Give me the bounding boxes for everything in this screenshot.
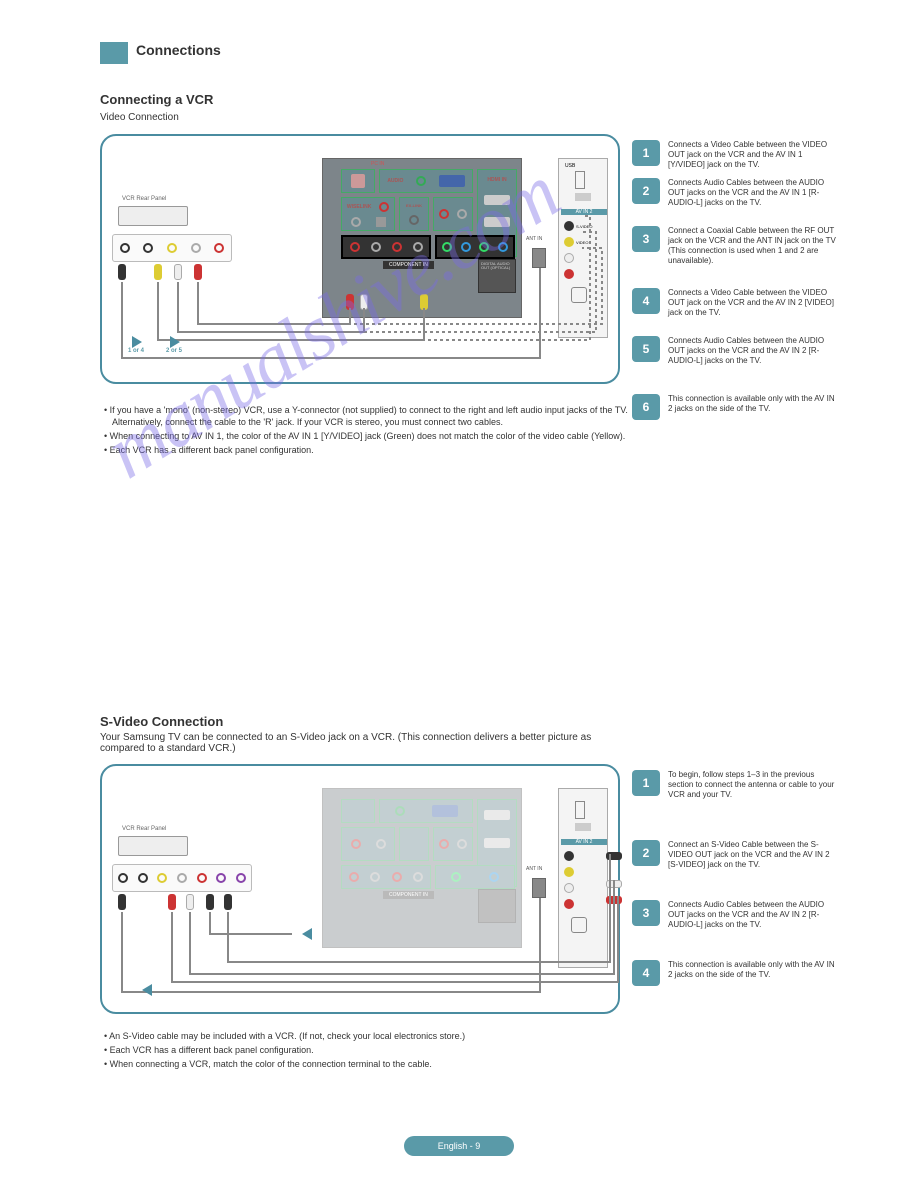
page-number-badge: English - 9	[404, 1136, 514, 1156]
section-1-subtitle: Video Connection	[100, 112, 179, 123]
diagram-2-cables	[102, 766, 622, 1016]
cable-audio-red	[198, 282, 350, 324]
cable-side-r	[198, 248, 602, 324]
cable-side-v	[158, 216, 590, 340]
note: Each VCR has a different back panel conf…	[112, 444, 640, 456]
num2-3-text: Connects Audio Cables between the AUDIO …	[668, 900, 838, 930]
num-5: 5	[632, 336, 660, 362]
cable2-red	[172, 896, 618, 982]
num-4: 4	[632, 288, 660, 314]
num2-4-text: This connection is available only with t…	[668, 960, 838, 980]
page-header: Connections	[136, 42, 221, 58]
cable-coax	[122, 268, 540, 358]
num-3: 3	[632, 226, 660, 252]
callout-arrow-2	[170, 336, 180, 348]
num-6-text: This connection is available only with t…	[668, 394, 838, 414]
num2-2-text: Connect an S-Video Cable between the S-V…	[668, 840, 838, 870]
num2-1: 1	[632, 770, 660, 796]
cable-side-w	[178, 232, 596, 332]
cable2-svideo-short	[210, 912, 292, 934]
header-color-block	[100, 42, 128, 64]
cable2-coax	[122, 898, 540, 992]
num2-1-text: To begin, follow steps 1–3 in the previo…	[668, 770, 838, 800]
callout-arrow-d2b	[142, 984, 152, 996]
section-1-notes: If you have a 'mono' (non-stereo) VCR, u…	[100, 404, 640, 459]
num-4-text: Connects a Video Cable between the VIDEO…	[668, 288, 838, 318]
note: If you have a 'mono' (non-stereo) VCR, u…	[112, 404, 640, 428]
num2-2: 2	[632, 840, 660, 866]
num-5-text: Connects Audio Cables between the AUDIO …	[668, 336, 838, 366]
section-2-title: S-Video Connection	[100, 714, 223, 729]
section-1-title: Connecting a VCR	[100, 92, 213, 107]
diagram-1: VCR Rear Panel PC IN AUDIO HDMI IN WISEL…	[100, 134, 620, 384]
section-2-subtitle: Your Samsung TV can be connected to an S…	[100, 732, 620, 754]
cable2-white	[190, 880, 614, 974]
note: Each VCR has a different back panel conf…	[112, 1044, 640, 1056]
num-1: 1	[632, 140, 660, 166]
num-2-text: Connects Audio Cables between the AUDIO …	[668, 178, 838, 208]
callout-or2: 2 or 5	[166, 348, 182, 354]
num-2: 2	[632, 178, 660, 204]
note: When connecting to AV IN 1, the color of…	[112, 430, 640, 442]
num-3-text: Connect a Coaxial Cable between the RF O…	[668, 226, 838, 266]
section-2-notes: An S-Video cable may be included with a …	[100, 1030, 640, 1072]
num2-3: 3	[632, 900, 660, 926]
callout-arrow-1	[132, 336, 142, 348]
num-1-text: Connects a Video Cable between the VIDEO…	[668, 140, 838, 170]
callout-or1: 1 or 4	[128, 348, 144, 354]
callout-arrow-d2a	[302, 928, 312, 940]
num2-4: 4	[632, 960, 660, 986]
note: When connecting a VCR, match the color o…	[112, 1058, 640, 1070]
note: An S-Video cable may be included with a …	[112, 1030, 640, 1042]
diagram-2: VCR Rear Panel	[100, 764, 620, 1014]
cable2-svideo	[228, 854, 610, 962]
